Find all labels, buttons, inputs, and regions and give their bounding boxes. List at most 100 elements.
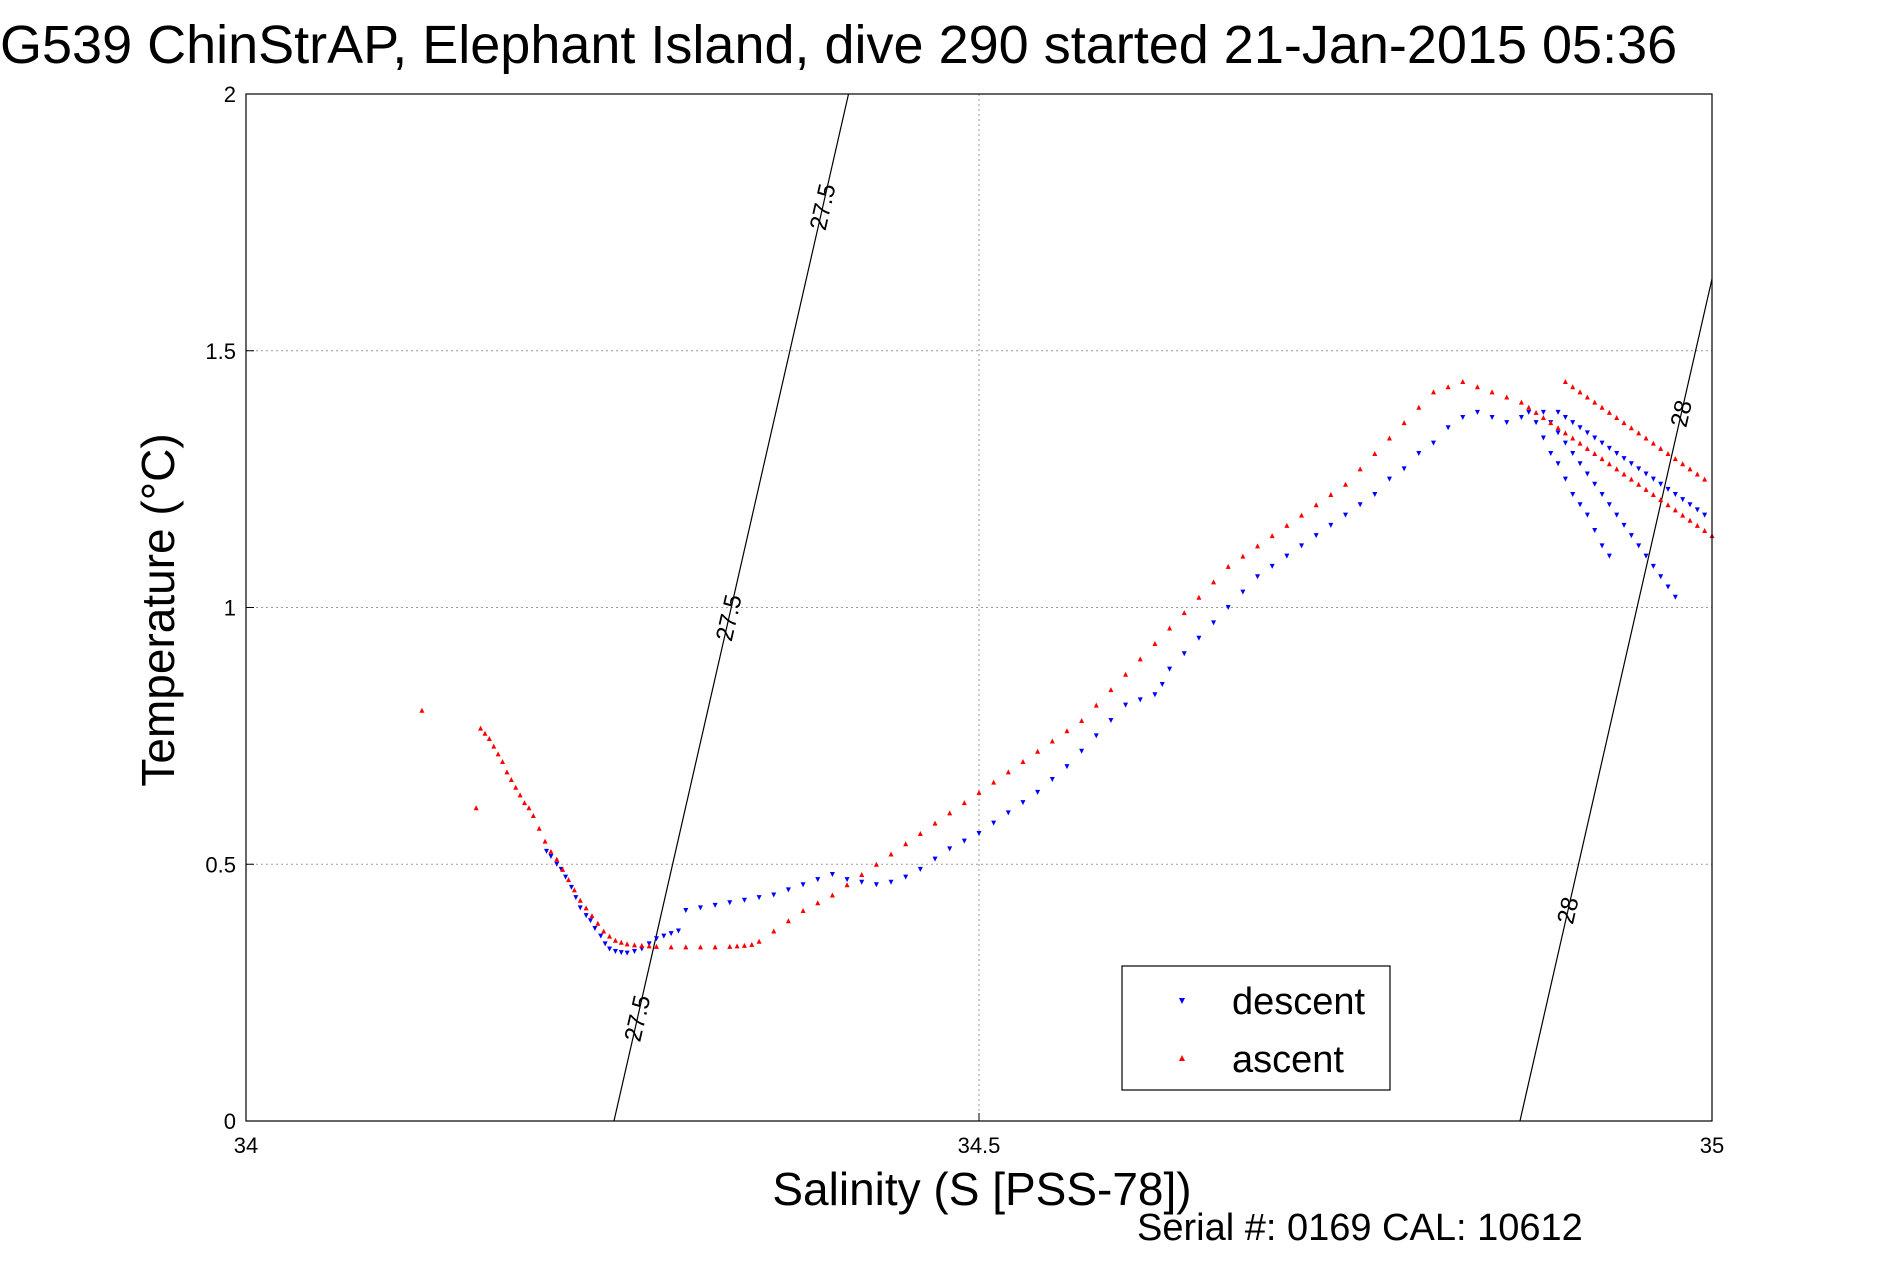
ascent-point [903,841,909,847]
ascent-point [1570,435,1576,441]
ascent-point [1020,759,1026,765]
ascent-point [1445,384,1451,390]
ascent-point [1614,466,1620,472]
ascent-point [1702,527,1708,533]
ascent-point [1167,625,1173,631]
y-tick-label: 1 [224,596,236,621]
isopycnal-label: 27.5 [805,181,842,233]
ascent-point [571,887,577,893]
descent-point [1555,461,1561,467]
y-tick-label: 1.5 [205,339,236,364]
ascent-point [1694,522,1700,528]
descent-point [991,820,997,826]
ascent-point [1005,769,1011,775]
descent-point [675,928,681,934]
ascent-point [1687,466,1693,472]
ascent-point [508,777,514,783]
descent-point [563,874,569,880]
ascent-point [1240,553,1246,559]
ascent-point [478,725,484,731]
descent-point [1005,810,1011,816]
descent-point [1570,420,1576,426]
ascent-point [1577,389,1583,395]
isopycnal-line [1519,278,1713,1122]
legend-box [1121,965,1391,1091]
ascent-point [513,784,519,790]
ascent-point [844,882,850,888]
ascent-point [560,866,566,872]
ascent-point [991,779,997,785]
ascent-point [1680,512,1686,518]
ascent-point [1606,409,1612,415]
isopycnal-line [613,93,850,1122]
descent-point [1064,764,1070,770]
descent-point [1658,574,1664,580]
ascent-point [1672,456,1678,462]
descent-point [1049,777,1055,783]
ascent-point [1606,461,1612,467]
ascent-point [1108,687,1114,693]
descent-point [1460,415,1466,421]
ascent-point [947,810,953,816]
ascent-point [1694,471,1700,477]
ascent-point [1628,425,1634,431]
descent-point [1606,553,1612,559]
descent-point [815,877,821,883]
descent-point [577,905,583,911]
ascent-point [1386,435,1392,441]
ascent-point [932,820,938,826]
y-tick-label: 0.5 [205,852,236,877]
ascent-point [631,942,637,948]
ascent-point [1672,507,1678,513]
descent-point [1555,409,1561,415]
descent-point [1533,420,1539,426]
ascent-point [646,943,652,949]
ascent-point [612,937,618,943]
descent-point [661,933,667,939]
ascent-point [554,856,560,862]
ascent-point [888,851,894,857]
descent-point [1526,409,1532,415]
ascent-point [589,913,595,919]
ascent-point [482,730,488,736]
ascent-point [500,759,506,765]
ascent-point [1313,502,1319,508]
ascent-point [1643,435,1649,441]
ascent-point [697,944,703,950]
ascent-point [1211,579,1217,585]
legend-marker-ascent [1179,1055,1185,1061]
ascent-point [1064,728,1070,734]
ascent-point [1255,543,1261,549]
descent-point [1284,553,1290,559]
descent-point [548,854,554,860]
tick-labels: 34 34.5 35 0 0.5 1 1.5 2 [205,82,1724,1158]
descent-point [1299,543,1305,549]
x-tick-label: 34.5 [958,1133,1001,1158]
descent-point [1386,476,1392,482]
descent-point [1577,502,1583,508]
descent-point [618,950,624,956]
ascent-point [1474,384,1480,390]
ascent-point [1592,450,1598,456]
ascent-point [815,900,821,906]
ascent-point [566,877,572,883]
descent-point [1540,435,1546,441]
isopycnal-label: 28 [1666,398,1698,430]
ascent-point [1416,404,1422,410]
descent-point [1592,435,1598,441]
ascent-point [1035,748,1041,754]
ascent-point [1225,563,1231,569]
y-axis-label: Temperature (°C) [132,433,184,786]
x-axis-label: Salinity (S [PSS-78]) [772,1163,1191,1215]
descent-point [1137,697,1143,703]
descent-point [1474,409,1480,415]
ascent-point [1636,481,1642,487]
ascent-point [1526,404,1532,410]
ascent-point [473,805,479,811]
ascent-point [530,812,536,818]
descent-point [607,946,613,952]
descent-point [544,848,550,854]
descent-point [1650,563,1656,569]
ascent-point [1599,404,1605,410]
